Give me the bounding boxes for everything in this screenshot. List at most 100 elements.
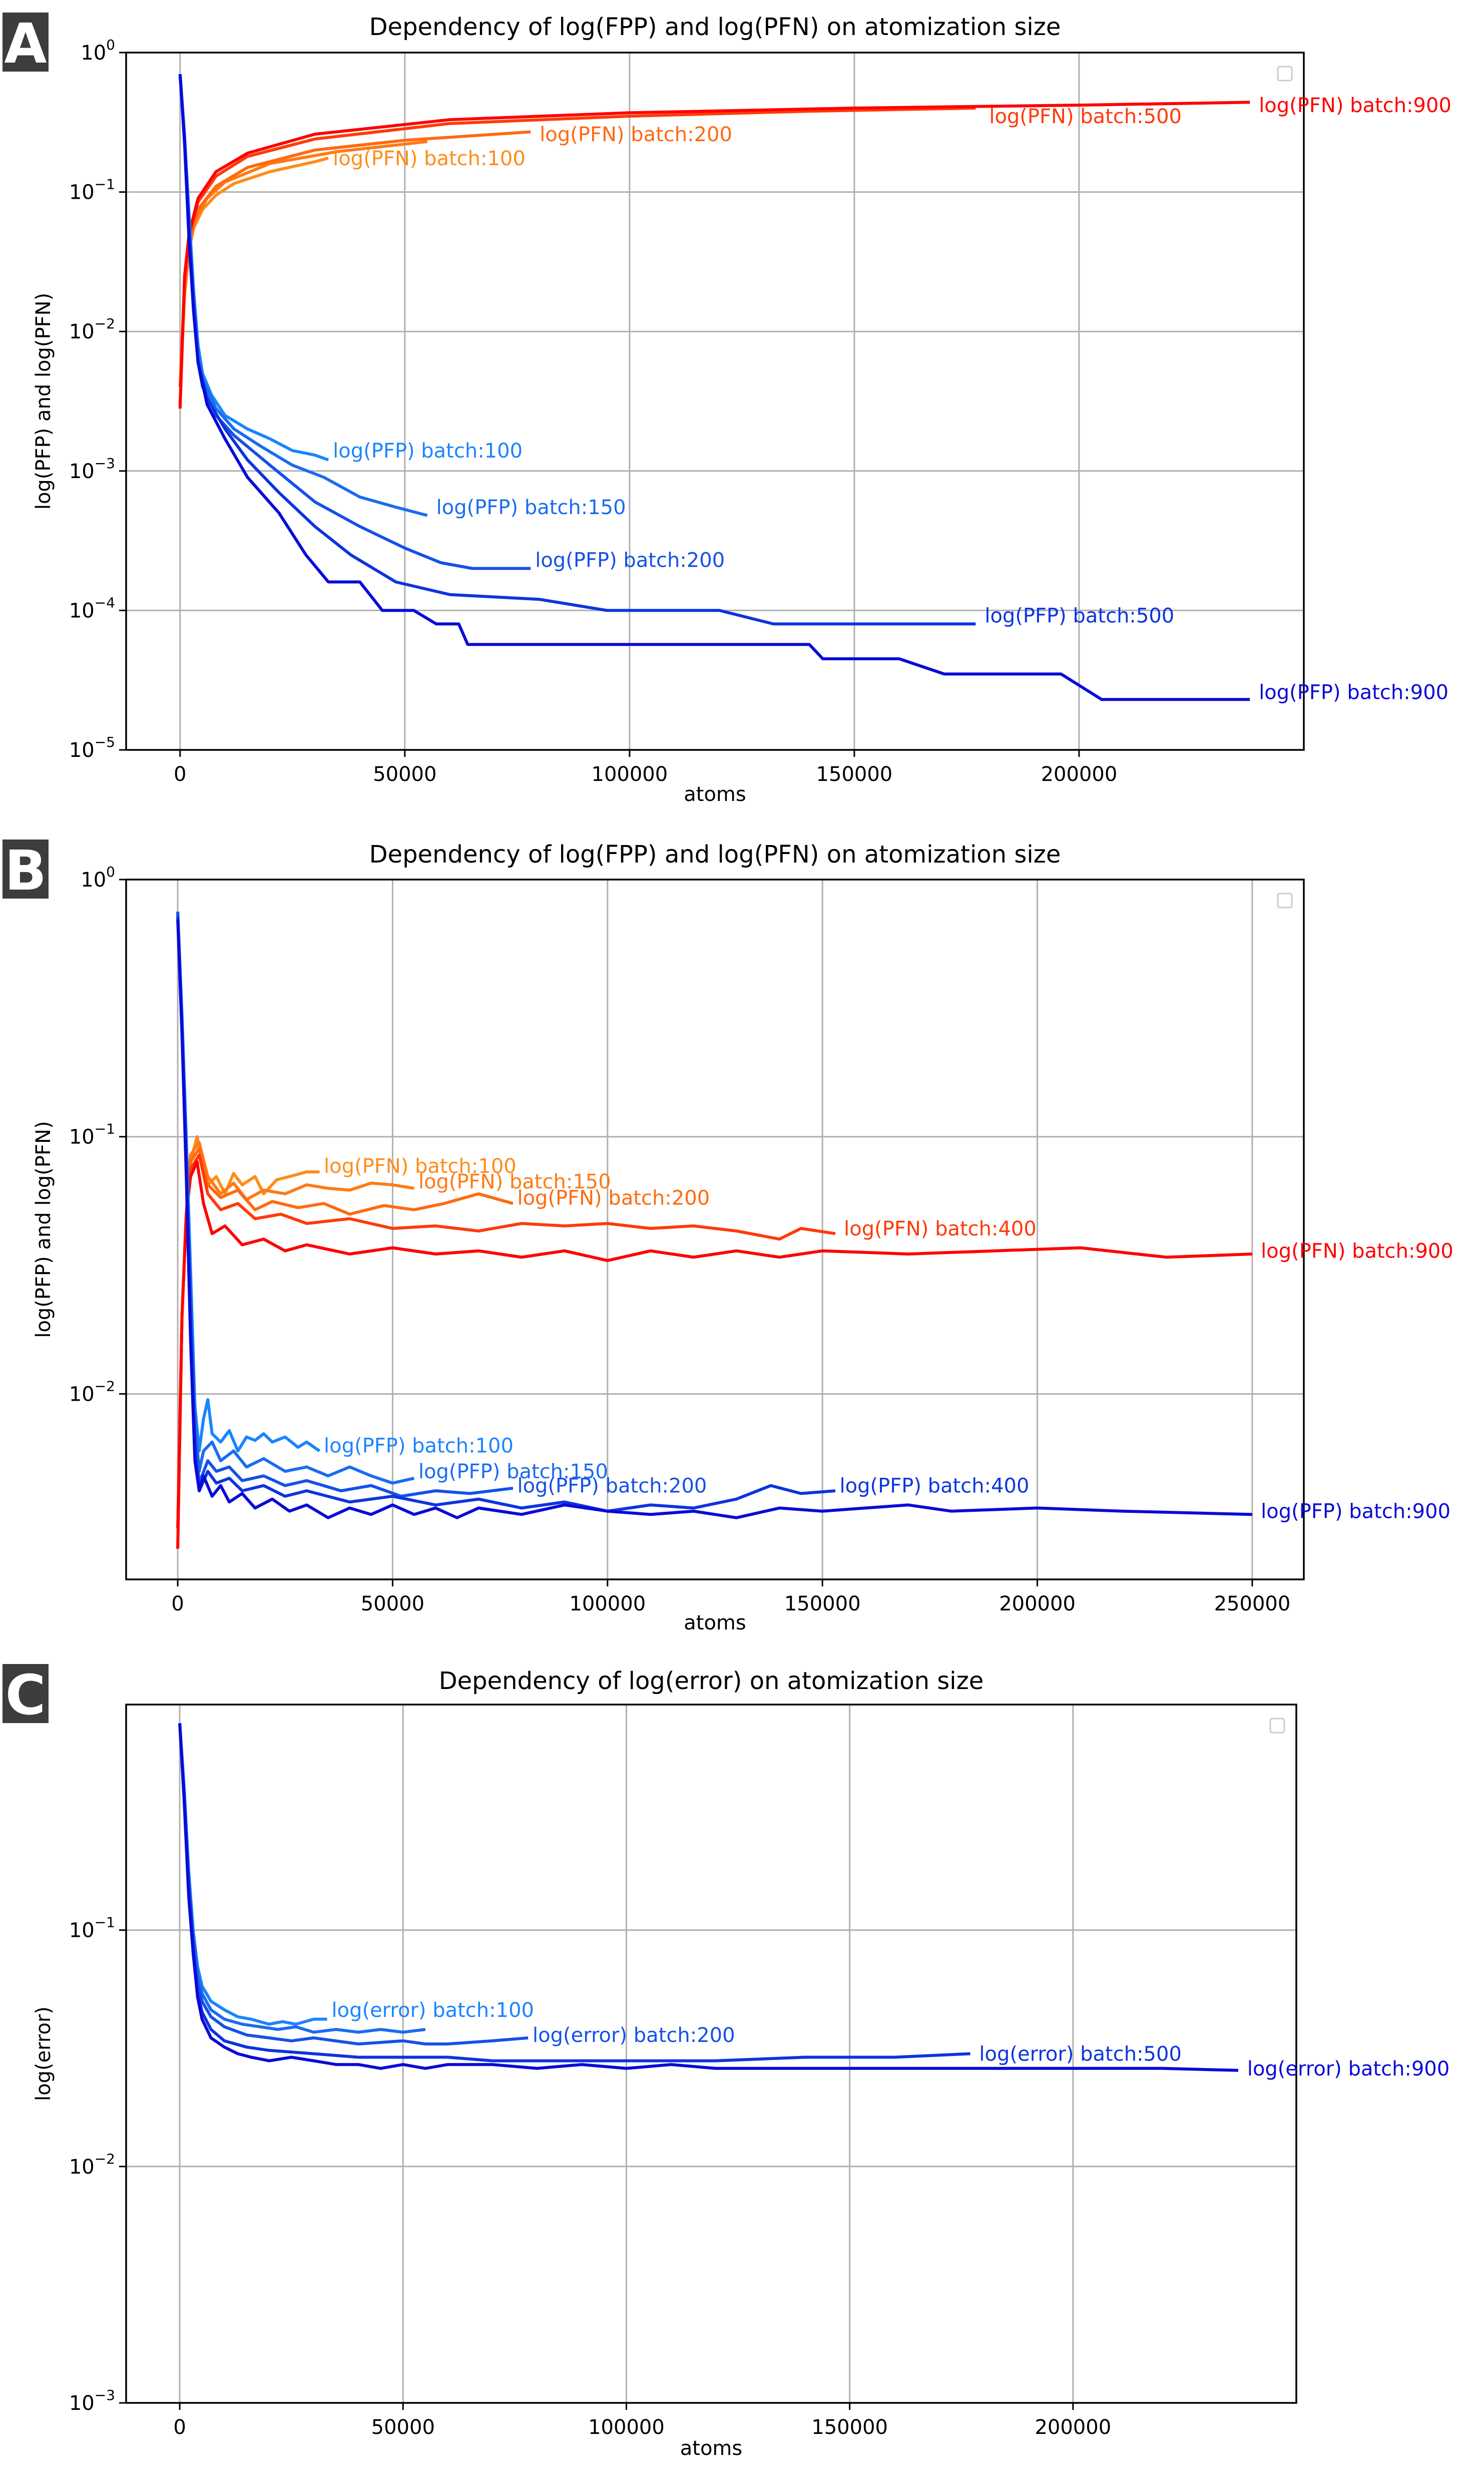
y-tick-label: 10−2 <box>69 1378 115 1406</box>
series-label: log(PFP) batch:900 <box>1259 681 1448 704</box>
y-tick-label: 10−1 <box>69 176 115 204</box>
series-label: log(PFN) batch:200 <box>517 1186 710 1209</box>
series-line-8 <box>178 74 976 626</box>
x-tick-label: 150000 <box>784 1592 861 1615</box>
series-line-4 <box>176 1160 1253 1549</box>
panel-letter-bg <box>3 13 49 72</box>
series-group <box>178 74 1250 701</box>
series-line-7 <box>176 912 514 1498</box>
plot-frame <box>125 879 1305 1580</box>
series-label: log(PFP) batch:150 <box>418 1460 608 1483</box>
panel-letter: A <box>4 12 47 76</box>
series-label: log(PFP) batch:200 <box>535 549 725 572</box>
y-axis: 10−5 10−4 10−3 10−2 10−1 100 <box>69 37 126 762</box>
series-label: log(PFN) batch:500 <box>989 105 1182 128</box>
series-label: log(PFP) batch:200 <box>517 1475 707 1498</box>
legend-box <box>1277 893 1293 909</box>
panel-letter-badge: A <box>3 12 49 76</box>
x-tick-label: 50000 <box>371 2416 435 2439</box>
series-label: log(error) batch:900 <box>1247 2057 1450 2081</box>
x-tick-label: 150000 <box>811 2416 888 2439</box>
chart-title: Dependency of log(error) on atomization … <box>439 1667 984 1695</box>
legend-box <box>1277 66 1293 82</box>
series-line-6 <box>176 912 415 1485</box>
x-tick-label: 100000 <box>588 2416 665 2439</box>
series-label: log(PFP) batch:900 <box>1261 1500 1450 1523</box>
chart-title: Dependency of log(FPP) and log(PFN) on a… <box>369 13 1061 41</box>
panel-letter: B <box>5 839 47 903</box>
series-group <box>176 912 1253 1549</box>
x-axis: 0 50000 100000 150000 200000 <box>174 750 1117 786</box>
series-line-3 <box>176 1153 836 1529</box>
series-line-0 <box>178 1723 327 2026</box>
x-axis-label: atoms <box>684 783 746 806</box>
series-label: log(PFP) batch:500 <box>984 604 1174 627</box>
y-axis-label: log(PFP) and log(PFN) <box>32 1121 55 1338</box>
y-axis: 10−3 10−2 10−1 <box>69 1914 126 2415</box>
x-axis-label: atoms <box>680 2437 742 2460</box>
series-label: log(PFN) batch:900 <box>1259 94 1451 117</box>
series-line-9 <box>176 919 1252 1519</box>
y-axis-label: log(error) <box>32 2006 55 2101</box>
x-tick-label: 200000 <box>1035 2416 1111 2439</box>
panel-letter-badge: B <box>3 839 49 903</box>
series-line-1 <box>178 1723 426 2034</box>
x-tick-label: 150000 <box>816 763 893 786</box>
x-tick-label: 100000 <box>592 763 668 786</box>
chart-title: Dependency of log(FPP) and log(PFN) on a… <box>369 841 1061 869</box>
y-tick-label: 10−2 <box>69 315 115 343</box>
y-tick-label: 10−3 <box>69 2387 115 2415</box>
panel-letter-bg <box>3 840 49 899</box>
series-label: log(PFN) batch:150 <box>418 1170 611 1193</box>
series-label: log(PFN) batch:900 <box>1261 1240 1453 1263</box>
panel-letter-badge: C <box>3 1663 49 1727</box>
y-tick-label: 10−1 <box>69 1914 115 1942</box>
plot-frame <box>125 52 1305 751</box>
series-label: log(error) batch:200 <box>533 2024 735 2047</box>
y-tick-label: 10−2 <box>69 2151 115 2179</box>
series-label: log(PFN) batch:400 <box>844 1217 1037 1240</box>
legend-box <box>1269 1718 1285 1734</box>
series-line-9 <box>178 74 1250 701</box>
series-label: log(PFN) batch:200 <box>540 123 732 146</box>
series-label: log(PFN) batch:100 <box>333 147 526 170</box>
y-tick-label: 10−5 <box>69 734 115 762</box>
series-line-2 <box>178 1723 529 2045</box>
series-label: log(PFP) batch:100 <box>324 1435 514 1458</box>
series-line-4 <box>178 1723 1239 2072</box>
series-labels: log(PFN) batch:900 log(PFN) batch:500 log(… <box>333 94 1451 704</box>
x-axis: 0 50000 100000 150000 200000 <box>173 2403 1111 2439</box>
x-axis: 0 50000 100000 150000 200000 250000 <box>171 1579 1290 1615</box>
series-line-1 <box>178 140 428 387</box>
series-label: log(PFP) batch:100 <box>333 440 523 463</box>
panel-c: C Dependency of log(error) on atomization… <box>3 1663 1449 2460</box>
series-line-3 <box>178 1723 970 2062</box>
series-label: log(PFP) batch:150 <box>436 496 626 519</box>
x-tick-label: 0 <box>174 763 186 786</box>
x-tick-label: 200000 <box>999 1592 1076 1615</box>
y-tick-label: 10−1 <box>69 1121 115 1149</box>
x-axis-label: atoms <box>684 1611 746 1634</box>
y-tick-label: 10−3 <box>69 455 115 483</box>
series-group <box>178 1723 1239 2072</box>
x-tick-label: 50000 <box>373 763 436 786</box>
y-axis: 10−2 10−1 100 <box>69 864 126 1406</box>
plot-frame <box>125 1704 1297 2404</box>
panel-a: A Dependency of log(FPP) and log(PFN) on … <box>3 12 1451 806</box>
series-label: log(PFP) batch:400 <box>840 1475 1030 1498</box>
x-tick-label: 250000 <box>1214 1592 1291 1615</box>
x-tick-label: 200000 <box>1041 763 1118 786</box>
x-tick-label: 0 <box>173 2416 186 2439</box>
series-label: log(error) batch:100 <box>331 1999 534 2022</box>
series-label: log(error) batch:500 <box>979 2043 1182 2066</box>
x-tick-label: 100000 <box>569 1592 646 1615</box>
series-label: log(PFN) batch:100 <box>324 1155 517 1178</box>
x-tick-label: 50000 <box>361 1592 424 1615</box>
panel-letter-bg <box>3 1664 49 1723</box>
y-tick-label: 100 <box>81 864 115 892</box>
panel-letter: C <box>6 1663 46 1727</box>
y-tick-label: 100 <box>81 37 115 65</box>
